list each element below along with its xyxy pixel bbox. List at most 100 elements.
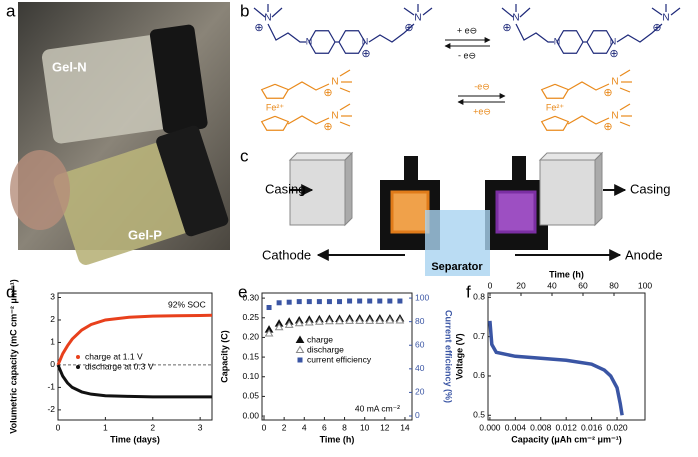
data-point	[284, 320, 294, 328]
panel-label: e	[238, 282, 247, 301]
data-line	[488, 320, 624, 416]
data-point	[375, 316, 385, 324]
arrow-label: + e⊖	[457, 25, 477, 35]
bond	[567, 115, 610, 125]
panel-label: f	[466, 282, 471, 301]
x-tick-label: 8	[342, 422, 347, 432]
data-point	[335, 316, 344, 325]
x-axis-label: Capacity (μAh cm⁻² μm⁻¹)	[511, 434, 622, 444]
ring	[308, 30, 336, 54]
data-point	[325, 316, 334, 325]
y-axis-label: Volumetric capacity (mC cm⁻² μm⁻¹)	[8, 279, 18, 433]
legend-label: discharge at 0.3 V	[85, 361, 154, 371]
y-tick-label: 0.5	[473, 410, 485, 420]
y2-tick-label: 0	[415, 410, 420, 420]
arrow-label: +e⊖	[473, 106, 491, 116]
plot-frame	[261, 292, 413, 421]
y-axis-label: Capacity (C)	[219, 330, 229, 383]
y-tick-label: 0.15	[242, 351, 259, 361]
cell-label: Cathode	[262, 247, 311, 262]
x-axis-label: Time (days)	[110, 434, 160, 444]
ring	[540, 83, 570, 99]
x-axis-label: Time (h)	[320, 434, 355, 444]
x-tick-label: 0.004	[505, 422, 527, 432]
cell-diagram	[288, 151, 627, 276]
data-point	[266, 305, 272, 311]
data-point	[294, 318, 304, 327]
photo-label: Gel-P	[128, 227, 162, 242]
plot-frame	[57, 292, 213, 421]
ring	[260, 115, 290, 131]
atom-label: N	[331, 77, 338, 88]
atom-label: N	[662, 13, 669, 24]
x2-tick-label: 40	[547, 280, 557, 290]
atom-label: N	[512, 13, 519, 24]
bond	[368, 23, 415, 43]
atom-label: ⊕	[502, 22, 511, 34]
atom-label: N	[414, 13, 421, 24]
data-point	[367, 298, 373, 304]
x-tick-label: 3	[198, 422, 203, 432]
data-point	[306, 299, 312, 305]
y2-tick-label: 20	[415, 387, 425, 397]
cell-label: Casing	[265, 181, 305, 196]
y-tick-label: 0.25	[242, 312, 259, 322]
y-axis-label: Voltage (V)	[454, 333, 464, 379]
atom-label: N	[264, 13, 271, 24]
legend-marker	[76, 355, 80, 359]
bond	[619, 87, 631, 93]
legend-marker	[76, 365, 80, 369]
cell-label: Casing	[630, 181, 670, 196]
y2-tick-label: 60	[415, 339, 425, 349]
x2-tick-label: 80	[609, 280, 619, 290]
y-tick-label: 0.7	[473, 331, 485, 341]
bond	[619, 69, 631, 77]
x-tick-label: 0	[56, 422, 61, 432]
x-tick-label: 2	[150, 422, 155, 432]
ring	[540, 115, 570, 131]
atom-label: N	[331, 111, 338, 122]
data-point	[264, 329, 274, 337]
y-tick-label: 0	[50, 359, 55, 369]
x-tick-label: 0.016	[581, 422, 603, 432]
atom-label: ⊕	[361, 48, 370, 60]
bond	[651, 7, 663, 16]
atom-label: Fe²⁺	[546, 102, 565, 112]
panel-label: b	[240, 1, 249, 20]
atom-label: Fe²⁺	[266, 102, 285, 112]
y-tick-label: 3	[50, 292, 55, 302]
data-point	[274, 322, 284, 331]
y-tick-label: 1	[50, 337, 55, 347]
atom-label: N	[306, 36, 313, 46]
atom-label: ⊕	[603, 87, 612, 99]
arrow-label: - e⊖	[458, 50, 476, 60]
x-tick-label: 0.012	[556, 422, 578, 432]
x2-tick-label: 20	[516, 280, 526, 290]
legend-marker	[295, 335, 305, 343]
atom-label: ⊕	[404, 22, 413, 34]
ring	[260, 83, 290, 99]
panel-label: a	[6, 1, 16, 20]
bond	[287, 81, 330, 91]
bond	[519, 7, 531, 18]
data-point	[304, 317, 314, 326]
data-point	[387, 298, 393, 304]
bond	[619, 103, 631, 111]
bond	[515, 23, 554, 43]
bond	[616, 23, 663, 43]
bond	[501, 7, 514, 18]
y-tick-label: 0.00	[242, 410, 259, 420]
data-line	[56, 364, 212, 399]
data-point	[326, 299, 332, 305]
data-point	[315, 317, 324, 325]
data-point	[345, 316, 354, 324]
x2-tick-label: 60	[578, 280, 588, 290]
bond	[287, 115, 330, 125]
y2-tick-label: 100	[415, 292, 429, 302]
y2-axis-label: Current efficiency (%)	[444, 310, 454, 403]
y2-tick-label: 40	[415, 363, 425, 373]
cell-label: Separator	[431, 261, 483, 273]
data-point	[365, 316, 375, 324]
annotation: 92% SOC	[168, 299, 206, 309]
